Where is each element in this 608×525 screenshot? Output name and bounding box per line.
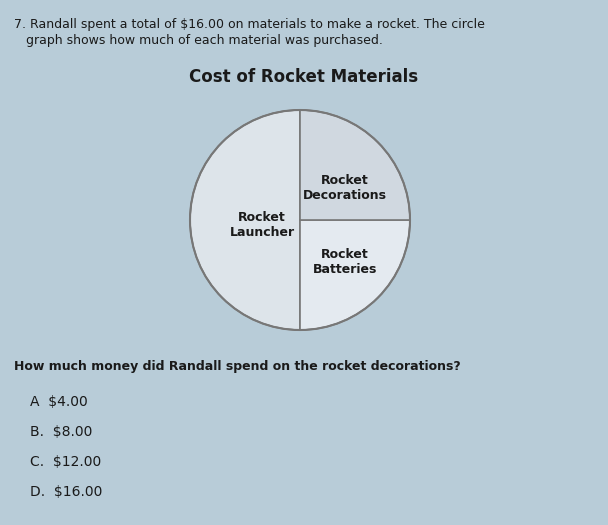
Text: graph shows how much of each material was purchased.: graph shows how much of each material wa… [14,34,383,47]
Text: Rocket
Decorations: Rocket Decorations [303,174,387,202]
Text: Rocket
Batteries: Rocket Batteries [313,248,377,276]
Wedge shape [300,220,410,330]
Wedge shape [190,110,300,330]
Circle shape [190,110,410,330]
Text: A  $4.00: A $4.00 [30,395,88,409]
Text: Cost of Rocket Materials: Cost of Rocket Materials [190,68,418,86]
Text: How much money did Randall spend on the rocket decorations?: How much money did Randall spend on the … [14,360,461,373]
Text: B.  $8.00: B. $8.00 [30,425,92,439]
Text: 7. Randall spent a total of $16.00 on materials to make a rocket. The circle: 7. Randall spent a total of $16.00 on ma… [14,18,485,31]
Text: Rocket
Launcher: Rocket Launcher [229,211,294,239]
Text: C.  $12.00: C. $12.00 [30,455,102,469]
Wedge shape [300,110,410,220]
Text: D.  $16.00: D. $16.00 [30,485,102,499]
